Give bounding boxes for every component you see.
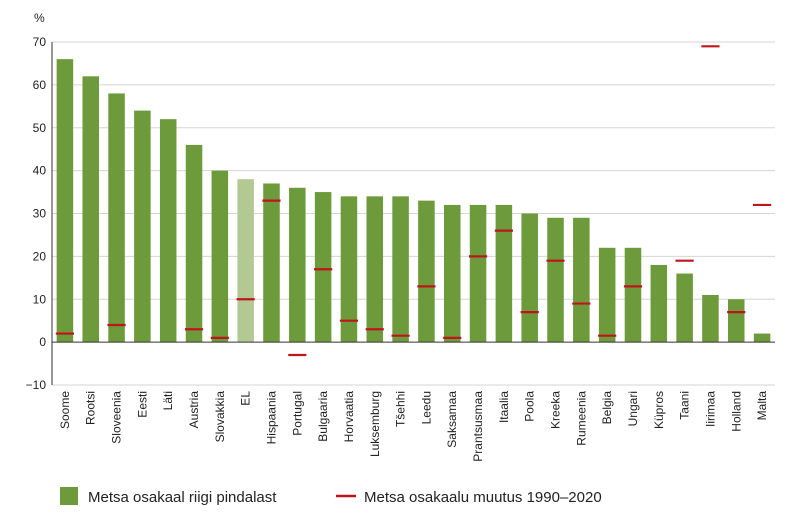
bar-belgia	[598, 247, 616, 343]
y-tick-label: 60	[33, 78, 47, 92]
x-label: Iirimaa	[703, 391, 717, 427]
legend-marker-label: Metsa osakaalu muutus 1990–2020	[364, 489, 602, 506]
x-label: Slovakkia	[213, 391, 227, 443]
bars	[56, 59, 771, 343]
y-tick-label: 30	[33, 207, 47, 221]
bar-ungari	[624, 247, 642, 343]
bar-poola	[521, 213, 538, 343]
y-tick-label: 70	[33, 35, 47, 49]
bar-portugal	[289, 187, 306, 343]
y-tick-labels: −10 0 10 20 30 40 50 60 70	[26, 35, 47, 392]
bar-küpros	[650, 264, 668, 343]
x-label: Leedu	[419, 391, 433, 424]
bar-saksamaa	[443, 204, 461, 343]
y-tick-label: 10	[33, 292, 47, 306]
x-label: Belgia	[600, 391, 614, 425]
x-label: Läti	[161, 391, 175, 410]
y-tick-label: 40	[33, 164, 47, 178]
bar-itaalia	[495, 204, 513, 343]
x-label: Austria	[187, 391, 201, 429]
legend-bar-label: Metsa osakaal riigi pindalast	[88, 489, 277, 506]
x-label: Luksemburg	[368, 391, 382, 457]
legend-bar-swatch	[60, 487, 78, 505]
x-label: Kreeka	[549, 391, 563, 429]
bar-taani	[676, 273, 693, 343]
x-label: Holland	[729, 391, 743, 432]
bar-iirimaa	[702, 294, 719, 343]
bar-soome	[56, 59, 74, 343]
y-tick-label: 20	[33, 249, 47, 263]
x-label: Rumeenia	[574, 391, 588, 446]
y-tick-label: 0	[39, 335, 46, 349]
legend: Metsa osakaal riigi pindalast Metsa osak…	[60, 487, 602, 506]
axes	[51, 42, 775, 385]
bar-luksemburg	[366, 196, 384, 343]
bar-rumeenia	[573, 217, 590, 343]
bar-malta	[753, 333, 771, 343]
x-label: Eesti	[135, 391, 149, 418]
x-label: EL	[239, 391, 253, 406]
bar-holland	[728, 299, 745, 343]
bar-prantsusmaa	[469, 204, 487, 343]
bar-slovakkia	[211, 170, 229, 343]
x-label: Tšehhi	[394, 391, 408, 427]
x-label: Itaalia	[497, 391, 511, 423]
x-label: Taani	[678, 391, 692, 420]
x-label: Malta	[755, 391, 769, 421]
x-label: Ungari	[626, 391, 640, 426]
x-category-labels: Soome Rootsi Sloveenia Eesti Läti Austria Slov…	[58, 391, 769, 462]
bar-hispaania	[263, 183, 280, 343]
bar-austria	[185, 144, 203, 343]
bar-läti	[159, 119, 177, 343]
bar-sloveenia	[108, 93, 125, 343]
x-label: Horvaatia	[342, 391, 356, 443]
bar-tšehhi	[392, 196, 409, 343]
bar-eesti	[134, 110, 151, 343]
y-tick-label: 50	[33, 121, 47, 135]
bar-bulgaaria	[314, 192, 332, 343]
bar-kreeka	[547, 217, 564, 343]
x-label: Rootsi	[84, 391, 98, 425]
bar-horvaatia	[340, 196, 358, 343]
x-label: Portugal	[290, 391, 304, 436]
x-label: Saksamaa	[445, 391, 459, 448]
x-label: Hispaania	[264, 391, 278, 445]
bar-leedu	[418, 200, 435, 343]
y-unit-label: %	[34, 11, 45, 25]
bar-rootsi	[82, 76, 99, 343]
x-label: Küpros	[652, 391, 666, 429]
x-label: Sloveenia	[110, 391, 124, 444]
bar-el	[237, 179, 254, 343]
y-tick-label: −10	[26, 378, 47, 392]
x-label: Prantsusmaa	[471, 391, 485, 462]
x-label: Poola	[523, 391, 537, 422]
x-label: Soome	[58, 391, 72, 429]
x-label: Bulgaaria	[316, 391, 330, 442]
change-markers	[55, 45, 772, 357]
